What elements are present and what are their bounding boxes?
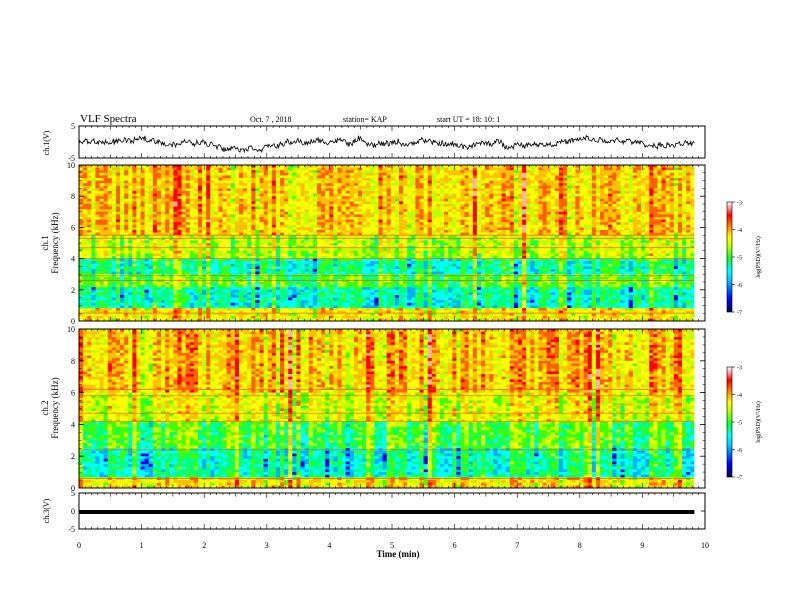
x-tick-label: 5 [390,541,394,550]
y-tick-label: 2 [71,286,75,295]
ch1-ylabel: ch.1(V) [42,130,51,155]
y-tick-label: 5 [71,122,75,131]
y-tick-label: 0 [71,317,75,326]
x-tick-label: 9 [640,541,644,550]
colorbar-tick-label: -3 [737,201,742,207]
y-tick-label: 2 [71,452,75,461]
ch1-colorbar-label: log(PSD)(V²/Hz) [755,236,762,277]
y-tick-label: -5 [68,525,75,534]
colorbar-tick-label: -4 [737,393,742,399]
ch1-spec-ylabel-channel: ch.1 [40,235,50,250]
ch1-colorbar-ticks: -3 -4 -5 -6 -7 [732,201,742,317]
ch2-colorbar: -3 -4 -5 -6 -7 log(PSD)(V²/Hz) [726,366,762,482]
colorbar-tick-label: -4 [737,228,742,234]
colorbar-tick-label: -6 [737,283,742,289]
colorbar-tick-label: -6 [737,448,742,454]
ch3-waveform-panel [78,492,706,530]
ch2-spectrogram-panel [78,328,706,489]
start-time-label: start UT = 18: 10: 1 [437,115,500,124]
ch1-spec-ylabel-freq: Frequency (kHz) [50,212,60,273]
station-label: station= KAP [343,115,387,124]
colorbar-tick-label: -5 [737,256,742,262]
x-tick-label: 3 [265,541,269,550]
ch3-ylabel: ch.3(V) [42,498,51,523]
ch2-spectrogram-image [79,329,705,489]
ch1-spectrogram-panel [78,164,706,322]
y-tick-label: 6 [71,223,75,232]
ch1-colorbar: -3 -4 -5 -6 -7 log(PSD)(V²/Hz) [726,201,762,317]
ch2-spec-ylabel-freq: Frequency (kHz) [50,377,60,438]
ch2-colorbar-label: log(PSD)(V²/Hz) [755,401,762,442]
y-tick-label: 5 [71,489,75,498]
x-tick-label: 1 [140,541,144,550]
y-tick-label: 8 [71,357,75,366]
x-tick-label: 6 [453,541,457,550]
figure-title: VLF Spectra [80,113,137,125]
x-tick-label: 8 [578,541,582,550]
y-tick-label: 0 [71,484,75,493]
x-axis-title: Time (min) [376,549,419,559]
date-label: Oct. 7 , 2018 [250,115,292,124]
y-tick-label: -5 [68,154,75,163]
ch1-waveform-trace [78,134,695,154]
colorbar-tick-label: -3 [737,366,742,372]
y-tick-label: 0 [71,507,75,516]
y-tick-label: 10 [67,161,75,170]
x-tick-label: 7 [515,541,519,550]
x-tick-label: 0 [77,541,81,550]
y-tick-label: 8 [71,192,75,201]
y-tick-label: 10 [67,325,75,334]
y-tick-label: 4 [71,420,75,429]
x-tick-label: 2 [202,541,206,550]
ch2-spec-ylabel-channel: ch.2 [40,400,50,415]
colorbar-tick-label: -7 [737,311,742,317]
x-tick-label: 4 [327,541,331,550]
colorbar-tick-label: -5 [737,421,742,427]
colorbar-tick-label: -7 [737,476,742,482]
axis-ticks [78,125,706,530]
ch1-spectrogram-image [79,165,705,322]
y-tick-label: 6 [71,389,75,398]
ch2-colorbar-ticks: -3 -4 -5 -6 -7 [732,366,742,482]
y-tick-label: 4 [71,255,75,264]
x-tick-label: 10 [701,541,709,550]
